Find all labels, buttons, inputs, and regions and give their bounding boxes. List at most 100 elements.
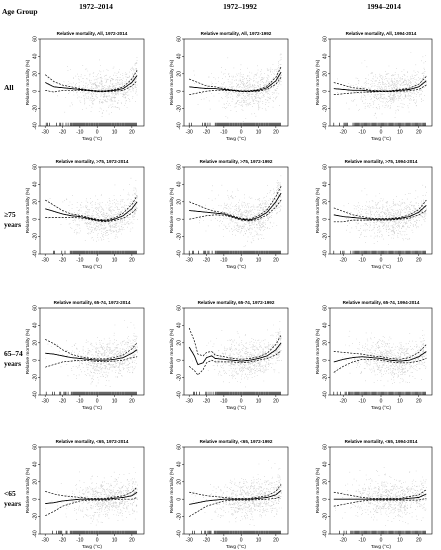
- x-tick-label: 10: [256, 258, 262, 264]
- scatter-points: [192, 321, 282, 388]
- row-label-all: All: [4, 83, 14, 92]
- fit-curve: [188, 342, 282, 366]
- y-tick-label: 0: [33, 218, 39, 221]
- scatter-points: [45, 467, 138, 526]
- panel-5: Relative mortality, >75, 1972-1992 -40 -20…: [169, 159, 289, 270]
- scatter-points: [47, 57, 138, 124]
- x-tick-label: -30: [42, 130, 49, 136]
- y-axis-label: Relative mortality (%): [169, 328, 175, 374]
- ci-lower: [333, 358, 427, 373]
- y-axis-label: Relative mortality (%): [315, 467, 321, 513]
- panel-title: Relative mortality, <65, 1972-1992: [200, 439, 273, 444]
- y-tick-label: 40: [33, 322, 39, 328]
- y-tick-label: 60: [33, 444, 39, 450]
- ci-upper: [333, 76, 427, 92]
- y-axis-label: Relative mortality (%): [169, 467, 175, 513]
- y-tick-label: 0: [33, 359, 39, 362]
- x-axis-label: Tavg (°C): [82, 405, 102, 411]
- fit-curve: [45, 491, 138, 505]
- y-tick-label: 60: [177, 36, 183, 42]
- y-tick-label: -40: [33, 122, 39, 129]
- x-tick-label: -20: [59, 538, 66, 544]
- x-tick-label: -20: [203, 538, 210, 544]
- corner-label-age-group: Age Group: [2, 7, 38, 16]
- y-axis-label: Relative mortality (%): [25, 187, 31, 233]
- fit-curve: [45, 201, 138, 222]
- panel-title: Relative mortality, <65, 1972-2014: [56, 439, 129, 444]
- ci-lower: [45, 207, 138, 223]
- plot-frame: [183, 446, 289, 535]
- y-tick-label: 0: [33, 90, 39, 93]
- x-tick-label: -10: [358, 130, 365, 136]
- rug-marks: [188, 122, 281, 126]
- x-tick-label: 20: [416, 399, 422, 405]
- rug-marks: [188, 250, 281, 254]
- plot-frame: [329, 38, 433, 127]
- y-tick-label: 0: [177, 359, 183, 362]
- x-tick-label: 20: [273, 258, 279, 264]
- x-tick-label: 20: [273, 538, 279, 544]
- ci-upper: [333, 199, 427, 219]
- x-tick-label: -10: [76, 399, 83, 405]
- fit-curve: [333, 493, 427, 500]
- ci-lower: [45, 356, 138, 368]
- panel-title: Relative mortality, >75, 1972-1992: [200, 159, 273, 164]
- y-tick-label: 0: [33, 498, 39, 501]
- rug-marks: [333, 391, 426, 395]
- y-tick-label: 20: [323, 199, 329, 205]
- plot-frame: [183, 166, 289, 255]
- x-tick-label: 0: [240, 538, 243, 544]
- panel-9: Relative mortality, 65-74, 1994-2014 -40 -…: [315, 300, 433, 411]
- y-axis-label: Relative mortality (%): [315, 328, 321, 374]
- y-tick-label: 20: [177, 199, 183, 205]
- y-tick-label: 20: [33, 71, 39, 77]
- rug-marks: [193, 391, 281, 395]
- y-tick-label: 60: [33, 36, 39, 42]
- x-tick-label: 20: [129, 258, 135, 264]
- panel-title: Relative mortality, <65, 1994-2014: [345, 439, 418, 444]
- y-tick-label: 60: [33, 305, 39, 311]
- y-tick-label: 20: [33, 479, 39, 485]
- y-tick-label: 0: [177, 498, 183, 501]
- x-tick-label: 20: [273, 130, 279, 136]
- x-axis-label: Tavg (°C): [226, 264, 246, 270]
- fit-curve: [333, 204, 427, 220]
- y-tick-label: -20: [323, 105, 329, 112]
- rug-marks: [339, 530, 426, 534]
- x-axis-label: Tavg (°C): [226, 405, 246, 411]
- rug-marks: [52, 530, 137, 534]
- ci-lower: [333, 84, 427, 96]
- panel-title: Relative mortality, >75, 1972-2014: [56, 159, 129, 164]
- y-tick-label: 20: [33, 340, 39, 346]
- x-tick-label: 0: [380, 258, 383, 264]
- x-tick-label: -30: [186, 258, 193, 264]
- x-tick-label: -10: [358, 538, 365, 544]
- y-tick-label: -20: [323, 233, 329, 240]
- y-tick-label: 0: [177, 90, 183, 93]
- x-tick-label: 0: [240, 130, 243, 136]
- y-axis-label: Relative mortality (%): [25, 59, 31, 105]
- scatter-points: [335, 330, 427, 387]
- x-tick-label: -30: [42, 538, 49, 544]
- x-tick-label: -20: [203, 399, 210, 405]
- panel-3: Relative mortality, All, 1994-2014 -40 -20…: [315, 31, 433, 142]
- x-axis-label: Tavg (°C): [371, 136, 391, 142]
- panel-4: Relative mortality, >75, 1972-2014 -40 -20…: [25, 159, 145, 270]
- x-tick-label: -30: [42, 399, 49, 405]
- panel-7: Relative mortality, 65-74, 1972-2014-40-…: [25, 300, 145, 411]
- x-tick-label: -10: [220, 130, 227, 136]
- panel-title: Relative mortality, 65-74, 1994-2014: [343, 300, 420, 305]
- column-header-1: 1972–2014: [79, 2, 113, 11]
- y-tick-label: -20: [33, 513, 39, 520]
- y-tick-label: -20: [323, 374, 329, 381]
- plot-frame: [39, 166, 145, 255]
- row-label-75plus-years: years: [4, 220, 21, 229]
- x-tick-label: 0: [96, 130, 99, 136]
- x-tick-label: 20: [273, 399, 279, 405]
- panel-title: Relative mortality, All, 1972-1992: [201, 31, 272, 36]
- x-tick-label: -20: [59, 399, 66, 405]
- x-tick-label: -30: [186, 538, 193, 544]
- scatter-points: [343, 184, 427, 245]
- y-axis-label: Relative mortality (%): [25, 467, 31, 513]
